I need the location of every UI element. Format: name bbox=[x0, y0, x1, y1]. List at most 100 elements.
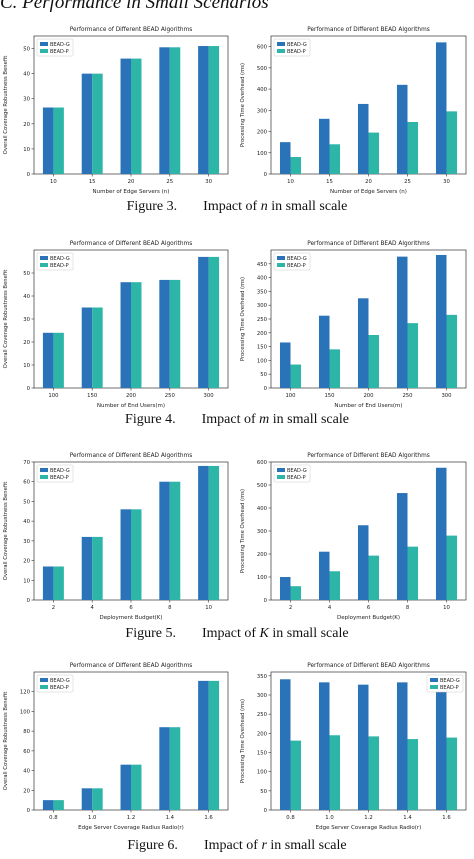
y-tick-label: 100 bbox=[257, 358, 268, 364]
x-tick-label: 300 bbox=[441, 393, 452, 399]
y-tick-label: 80 bbox=[23, 729, 30, 735]
bar-bead-g bbox=[279, 342, 291, 388]
bar-bead-p bbox=[208, 680, 220, 810]
y-tick-label: 0 bbox=[27, 598, 31, 604]
legend-swatch bbox=[40, 468, 48, 472]
caption-text: in small scale bbox=[267, 199, 348, 214]
figure-4-caption: Figure 4. Impact of m in small scale bbox=[0, 412, 474, 428]
bar-bead-p bbox=[407, 323, 419, 388]
bar-bead-p bbox=[92, 536, 103, 600]
y-axis-label: Processing Time Overhead (ms) bbox=[240, 63, 246, 147]
x-tick-label: 2 bbox=[289, 605, 292, 611]
y-tick-label: 100 bbox=[20, 709, 31, 715]
bar-bead-p bbox=[131, 764, 142, 810]
y-tick-label: 60 bbox=[23, 480, 30, 486]
bar-bead-p bbox=[208, 256, 220, 388]
legend-swatch bbox=[40, 678, 48, 682]
bar-bead-p bbox=[169, 727, 181, 810]
x-tick-label: 15 bbox=[326, 179, 333, 185]
y-tick-label: 50 bbox=[23, 499, 30, 505]
bar-bead-g bbox=[318, 118, 330, 174]
x-axis-label: Number of End Users(m) bbox=[334, 403, 402, 409]
x-axis-label: Deployment Budget(K) bbox=[337, 615, 400, 621]
legend-swatch bbox=[40, 256, 48, 260]
x-tick-label: 25 bbox=[404, 179, 411, 185]
legend-label: BEAD-G bbox=[440, 678, 460, 684]
bar-bead-g bbox=[159, 47, 170, 174]
x-tick-label: 10 bbox=[287, 179, 294, 185]
legend-label: BEAD-P bbox=[440, 685, 459, 691]
bar-bead-p bbox=[92, 788, 103, 810]
bar-bead-g bbox=[357, 298, 369, 388]
y-tick-label: 40 bbox=[23, 294, 30, 300]
bar-bead-g bbox=[435, 254, 447, 388]
bar-bead-p bbox=[329, 735, 341, 810]
legend-swatch bbox=[430, 685, 438, 689]
y-tick-label: 50 bbox=[260, 789, 267, 795]
x-tick-label: 300 bbox=[204, 393, 215, 399]
y-tick-label: 400 bbox=[257, 276, 268, 282]
caption-text: in small scale bbox=[268, 626, 349, 641]
bar-bead-p bbox=[407, 546, 419, 600]
bar-bead-p bbox=[290, 364, 302, 388]
bar-bead-p bbox=[290, 157, 302, 174]
bar-bead-p bbox=[368, 736, 380, 810]
figure-6-caption: Figure 6. Impact of r in small scale bbox=[0, 838, 474, 854]
y-axis-label: Overall Coverage Robustness Benefit bbox=[3, 482, 9, 581]
y-tick-label: 450 bbox=[257, 262, 268, 268]
chart-title: Performance of Different BEAD Algorithms bbox=[307, 27, 430, 33]
chart-title: Performance of Different BEAD Algorithms bbox=[70, 663, 193, 669]
y-tick-label: 0 bbox=[27, 386, 31, 392]
y-tick-label: 400 bbox=[257, 87, 268, 93]
x-axis-label: Edge Server Coverage Radius Radio(r) bbox=[316, 825, 422, 831]
fig5-time-chart: Performance of Different BEAD Algorithms… bbox=[237, 448, 474, 624]
bar-bead-p bbox=[131, 509, 142, 600]
legend-label: BEAD-G bbox=[50, 256, 70, 262]
legend-label: BEAD-G bbox=[287, 256, 307, 262]
bar-bead-p bbox=[329, 571, 341, 600]
bar-bead-g bbox=[198, 46, 209, 174]
y-tick-label: 200 bbox=[257, 331, 268, 337]
bar-bead-g bbox=[396, 256, 408, 388]
x-tick-label: 4 bbox=[328, 605, 332, 611]
fig6-benefit-chart: Performance of Different BEAD Algorithms… bbox=[0, 658, 236, 834]
y-tick-label: 20 bbox=[23, 559, 30, 565]
legend-swatch bbox=[40, 263, 48, 267]
y-tick-label: 0 bbox=[27, 808, 31, 814]
bar-bead-g bbox=[120, 58, 131, 174]
legend-swatch bbox=[430, 678, 438, 682]
y-tick-label: 150 bbox=[257, 751, 268, 757]
bar-bead-g bbox=[42, 107, 54, 174]
y-axis-label: Overall Coverage Robustness Benefit bbox=[3, 56, 9, 155]
y-tick-label: 600 bbox=[257, 460, 268, 466]
bar-bead-p bbox=[368, 555, 380, 600]
bar-bead-p bbox=[92, 73, 103, 174]
bar-bead-p bbox=[407, 121, 419, 174]
x-tick-label: 10 bbox=[205, 605, 212, 611]
y-tick-label: 500 bbox=[257, 483, 268, 489]
legend-label: BEAD-G bbox=[287, 42, 307, 48]
y-tick-label: 100 bbox=[257, 575, 268, 581]
bar-bead-g bbox=[435, 42, 447, 174]
legend-swatch bbox=[40, 685, 48, 689]
figure-5-caption: Figure 5. Impact of K in small scale bbox=[0, 626, 474, 642]
y-tick-label: 40 bbox=[23, 72, 30, 78]
y-tick-label: 250 bbox=[257, 317, 268, 323]
y-tick-label: 70 bbox=[23, 460, 30, 466]
legend-swatch bbox=[277, 42, 285, 46]
y-tick-label: 0 bbox=[264, 172, 268, 178]
y-tick-label: 10 bbox=[23, 147, 30, 153]
legend-swatch bbox=[40, 475, 48, 479]
bar-bead-g bbox=[279, 577, 291, 600]
x-axis-label: Edge Server Coverage Radius Radio(r) bbox=[78, 825, 184, 831]
figure-label: Figure 5. bbox=[125, 626, 176, 641]
bar-bead-p bbox=[92, 307, 103, 388]
fig6-time-chart: Performance of Different BEAD Algorithms… bbox=[237, 658, 474, 834]
x-tick-label: 20 bbox=[128, 179, 135, 185]
bar-bead-p bbox=[407, 739, 419, 810]
y-tick-label: 30 bbox=[23, 97, 30, 103]
bar-bead-g bbox=[159, 279, 170, 388]
bar-bead-g bbox=[357, 103, 369, 174]
